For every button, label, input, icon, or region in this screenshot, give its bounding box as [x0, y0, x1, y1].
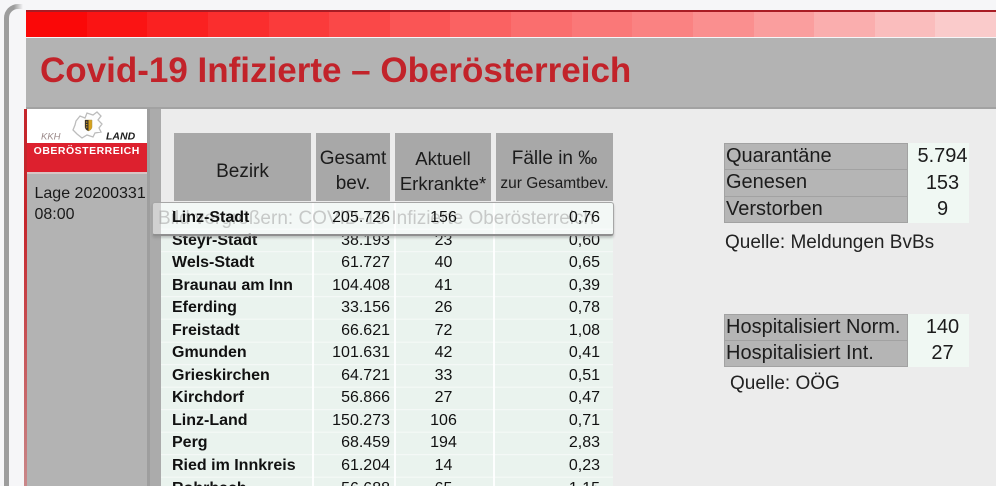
svg-text:KKH: KKH	[41, 131, 61, 142]
svg-text:LAND: LAND	[106, 130, 136, 142]
